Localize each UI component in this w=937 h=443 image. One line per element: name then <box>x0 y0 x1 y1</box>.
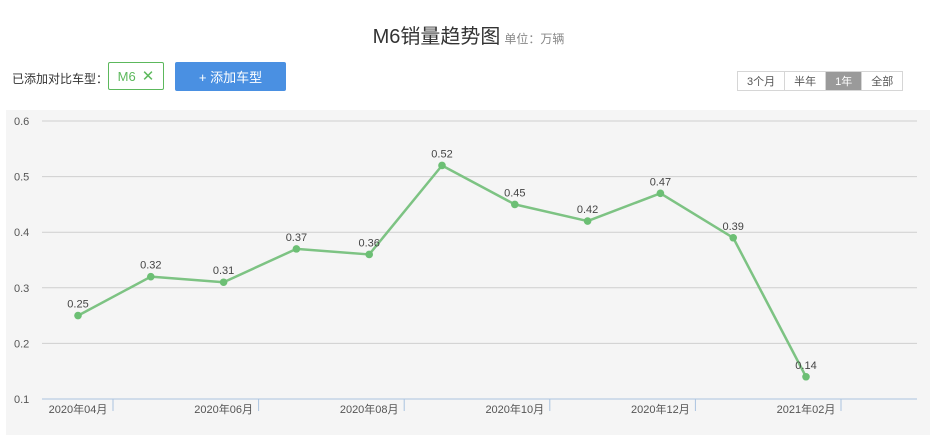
y-tick-label: 0.2 <box>14 338 29 350</box>
close-icon[interactable]: ✕ <box>141 67 155 85</box>
range-1-year[interactable]: 1年 <box>826 72 863 90</box>
plot-background <box>6 110 930 435</box>
data-label: 0.45 <box>504 187 525 199</box>
y-tick-label: 0.3 <box>14 283 29 295</box>
model-tag-label: M6 <box>117 68 136 84</box>
data-label: 0.25 <box>67 299 88 311</box>
y-tick-label: 0.6 <box>14 116 29 128</box>
data-point <box>656 189 665 198</box>
x-tick-label: 2020年12月 <box>631 402 690 416</box>
x-tick-label: 2020年08月 <box>340 402 399 416</box>
range-3-months[interactable]: 3个月 <box>738 72 786 90</box>
series-line <box>77 164 808 378</box>
data-label: 0.39 <box>722 221 743 233</box>
data-point <box>219 278 228 287</box>
data-point <box>583 217 592 225</box>
x-tick-label: 2020年10月 <box>485 402 544 416</box>
data-label: 0.14 <box>795 360 816 372</box>
chart-title-row: M6销量趋势图 单位：万辆 <box>0 20 937 49</box>
data-label: 0.37 <box>286 232 307 244</box>
range-half-year[interactable]: 半年 <box>785 72 827 90</box>
data-label: 0.36 <box>358 237 379 249</box>
data-label: 0.42 <box>577 204 598 216</box>
y-tick-label: 0.1 <box>14 394 29 406</box>
x-tick-label: 2021年02月 <box>777 402 836 416</box>
data-point <box>511 200 519 209</box>
data-point <box>802 372 810 381</box>
data-point <box>292 245 301 253</box>
data-point <box>729 233 737 242</box>
data-label: 0.32 <box>140 260 161 272</box>
y-tick-label: 0.4 <box>14 227 29 239</box>
data-point <box>147 272 155 281</box>
x-tick-label: 2020年06月 <box>194 402 253 416</box>
model-tag-m6[interactable]: M6 ✕ <box>108 62 164 90</box>
add-model-button[interactable]: + 添加车型 <box>175 62 286 91</box>
chart-title: M6销量趋势图 <box>372 26 501 48</box>
data-label: 0.52 <box>431 148 452 160</box>
data-label: 0.31 <box>213 265 234 277</box>
data-point <box>365 250 374 259</box>
time-range-selector: 3个月 半年 1年 全部 <box>737 71 904 91</box>
x-tick-label: 2020年04月 <box>49 402 108 416</box>
y-tick-label: 0.5 <box>14 172 29 184</box>
data-point <box>438 161 446 170</box>
compare-label: 已添加对比车型： <box>12 72 109 86</box>
data-label: 0.47 <box>650 176 671 188</box>
data-point <box>74 311 82 320</box>
range-all[interactable]: 全部 <box>862 72 903 90</box>
unit-label: 单位：万辆 <box>504 32 565 46</box>
